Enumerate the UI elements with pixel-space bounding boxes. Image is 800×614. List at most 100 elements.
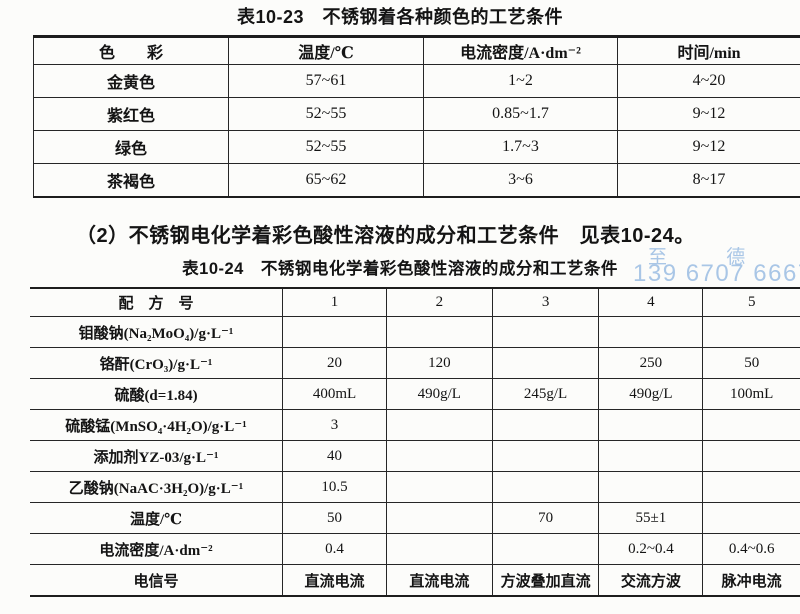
row-label: 电流密度/A·dm⁻² [30, 533, 284, 565]
column-header: 温度/℃ [228, 36, 424, 65]
column-header: 4 [598, 288, 704, 317]
table-row: 电信号 直流电流 直流电流 方波叠加直流 交流方波 脉冲电流 [30, 564, 800, 597]
value-cell: 直流电流 [282, 564, 387, 597]
value-cell: 65~62 [228, 163, 424, 198]
table-header-row: 色 彩 温度/℃ 电流密度/A·dm⁻² 时间/min [33, 36, 800, 65]
row-label: 乙酸钠(NaAC·3H₂O)/g·L⁻¹ [30, 471, 284, 503]
value-cell: 400mL [282, 378, 387, 410]
value-cell: 直流电流 [386, 564, 493, 597]
value-cell: 120 [386, 347, 493, 379]
value-cell [386, 502, 493, 534]
value-cell: 70 [492, 502, 600, 534]
value-cell: 4~20 [617, 64, 800, 98]
table-row: 乙酸钠(NaAC·3H₂O)/g·L⁻¹ 10.5 [30, 471, 800, 503]
value-cell: 50 [702, 347, 800, 379]
row-label: 添加剂YZ-03/g·L⁻¹ [30, 440, 284, 472]
value-cell: 方波叠加直流 [492, 564, 600, 597]
value-cell: 245g/L [492, 378, 600, 410]
value-cell [492, 440, 600, 472]
column-header: 5 [702, 288, 800, 317]
table-10-23-title: 表10-23 不锈钢着各种颜色的工艺条件 [236, 7, 564, 27]
table-row: 电流密度/A·dm⁻² 0.4 0.2~0.4 0.4~0.6 [30, 533, 800, 565]
value-cell: 3 [282, 409, 387, 441]
table-row: 铬酐(CrO₃)/g·L⁻¹ 20 120 250 50 [30, 347, 800, 379]
value-cell [386, 440, 493, 472]
table-10-24-title: 表10-24 不锈钢电化学着彩色酸性溶液的成分和工艺条件 [182, 260, 618, 278]
value-cell: 100mL [702, 378, 800, 410]
table-row: 温度/℃ 50 70 55±1 [30, 502, 800, 534]
table-row: 紫红色 52~55 0.85~1.7 9~12 [33, 97, 800, 131]
column-header: 电流密度/A·dm⁻² [423, 36, 618, 65]
row-label: 硫酸锰(MnSO₄·4H₂O)/g·L⁻¹ [30, 409, 284, 441]
table-row: 硫酸锰(MnSO₄·4H₂O)/g·L⁻¹ 3 [30, 409, 800, 441]
value-cell: 8~17 [617, 163, 800, 198]
row-label: 金黄色 [33, 64, 229, 98]
value-cell [702, 502, 800, 534]
value-cell: 50 [282, 502, 387, 534]
row-label: 绿色 [33, 130, 229, 164]
value-cell: 1~2 [423, 64, 618, 98]
table-row: 添加剂YZ-03/g·L⁻¹ 40 [30, 440, 800, 472]
value-cell [282, 316, 387, 348]
value-cell [702, 471, 800, 503]
value-cell: 3~6 [423, 163, 618, 198]
value-cell [702, 440, 800, 472]
row-label: 电信号 [30, 564, 284, 597]
value-cell [386, 316, 493, 348]
value-cell [386, 409, 493, 441]
table-row: 茶褐色 65~62 3~6 8~17 [33, 163, 800, 198]
column-header: 配 方 号 [30, 288, 284, 317]
section-paragraph: （2）不锈钢电化学着彩色酸性溶液的成分和工艺条件 见表10-24。 [76, 225, 695, 247]
value-cell [386, 533, 493, 565]
value-cell [702, 409, 800, 441]
value-cell: 脉冲电流 [702, 564, 800, 597]
value-cell: 1.7~3 [423, 130, 618, 164]
table-row: 钼酸钠(Na₂MoO₄)/g·L⁻¹ [30, 316, 800, 348]
value-cell: 10.5 [282, 471, 387, 503]
value-cell: 0.4~0.6 [702, 533, 800, 565]
table-10-23: 色 彩 温度/℃ 电流密度/A·dm⁻² 时间/min 金黄色 57~61 1~… [33, 35, 800, 198]
column-header: 1 [282, 288, 387, 317]
value-cell: 52~55 [228, 130, 424, 164]
column-header: 2 [386, 288, 493, 317]
value-cell: 0.4 [282, 533, 387, 565]
column-header: 时间/min [617, 36, 800, 65]
table-row: 硫酸(d=1.84) 400mL 490g/L 245g/L 490g/L 10… [30, 378, 800, 410]
table-row: 绿色 52~55 1.7~3 9~12 [33, 130, 800, 164]
column-header: 3 [492, 288, 600, 317]
value-cell: 20 [282, 347, 387, 379]
value-cell: 40 [282, 440, 387, 472]
value-cell: 9~12 [617, 97, 800, 131]
table-header-row: 配 方 号 1 2 3 4 5 [30, 288, 800, 317]
value-cell [702, 316, 800, 348]
value-cell: 0.2~0.4 [598, 533, 704, 565]
row-label: 硫酸(d=1.84) [30, 378, 284, 410]
value-cell [598, 409, 704, 441]
value-cell [598, 471, 704, 503]
value-cell [492, 347, 600, 379]
row-label: 紫红色 [33, 97, 229, 131]
value-cell: 交流方波 [598, 564, 704, 597]
value-cell: 55±1 [598, 502, 704, 534]
row-label: 铬酐(CrO₃)/g·L⁻¹ [30, 347, 284, 379]
value-cell: 57~61 [228, 64, 424, 98]
value-cell: 490g/L [598, 378, 704, 410]
value-cell [492, 471, 600, 503]
column-header: 色 彩 [33, 36, 229, 65]
value-cell [492, 409, 600, 441]
watermark-company-name: 至 德 钢 业 [648, 247, 800, 268]
value-cell: 490g/L [386, 378, 493, 410]
value-cell: 52~55 [228, 97, 424, 131]
value-cell [598, 440, 704, 472]
value-cell: 250 [598, 347, 704, 379]
value-cell [598, 316, 704, 348]
row-label: 温度/℃ [30, 502, 284, 534]
row-label: 茶褐色 [33, 163, 229, 198]
value-cell: 0.85~1.7 [423, 97, 618, 131]
value-cell [492, 316, 600, 348]
value-cell: 9~12 [617, 130, 800, 164]
table-10-24: 配 方 号 1 2 3 4 5 钼酸钠(Na₂MoO₄)/g·L⁻¹ 铬酐(Cr… [30, 287, 800, 597]
watermark-phone-number: 139 6707 6667 [633, 260, 800, 287]
value-cell [492, 533, 600, 565]
table-row: 金黄色 57~61 1~2 4~20 [33, 64, 800, 98]
